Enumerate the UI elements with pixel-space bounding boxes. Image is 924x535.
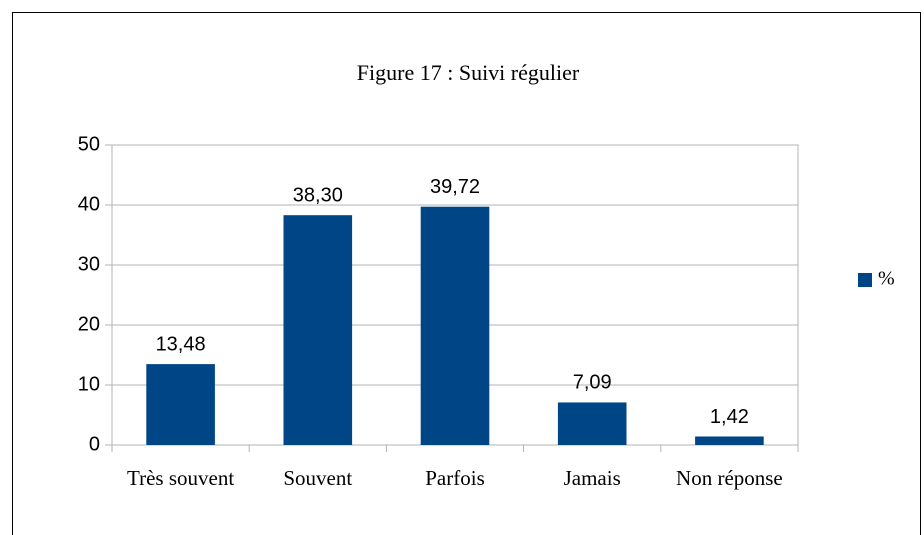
chart-frame	[12, 12, 921, 535]
y-tick-label: 20	[78, 313, 100, 335]
bar	[695, 436, 764, 445]
y-tick-label: 50	[78, 133, 100, 155]
data-label: 13,48	[156, 333, 206, 355]
legend-swatch	[858, 273, 872, 287]
data-label: 39,72	[430, 176, 480, 198]
bar	[557, 402, 627, 445]
y-tick-label: 10	[78, 373, 100, 395]
bar	[420, 206, 490, 445]
y-tick-label: 0	[89, 433, 100, 455]
x-tick-label: Jamais	[564, 466, 621, 490]
bar	[283, 215, 353, 445]
x-tick-label: Très souvent	[127, 466, 234, 490]
y-tick-label: 30	[78, 253, 100, 275]
x-tick-label: Souvent	[283, 466, 352, 490]
data-label: 7,09	[573, 372, 612, 394]
data-label: 1,42	[710, 406, 749, 428]
chart-title: Figure 17 : Suivi régulier	[357, 60, 580, 85]
data-label: 38,30	[293, 184, 343, 206]
bar	[146, 364, 215, 445]
x-tick-label: Parfois	[425, 466, 485, 490]
y-tick-label: 40	[78, 193, 100, 215]
x-tick-label: Non réponse	[676, 466, 783, 490]
legend-label: %	[878, 268, 895, 290]
